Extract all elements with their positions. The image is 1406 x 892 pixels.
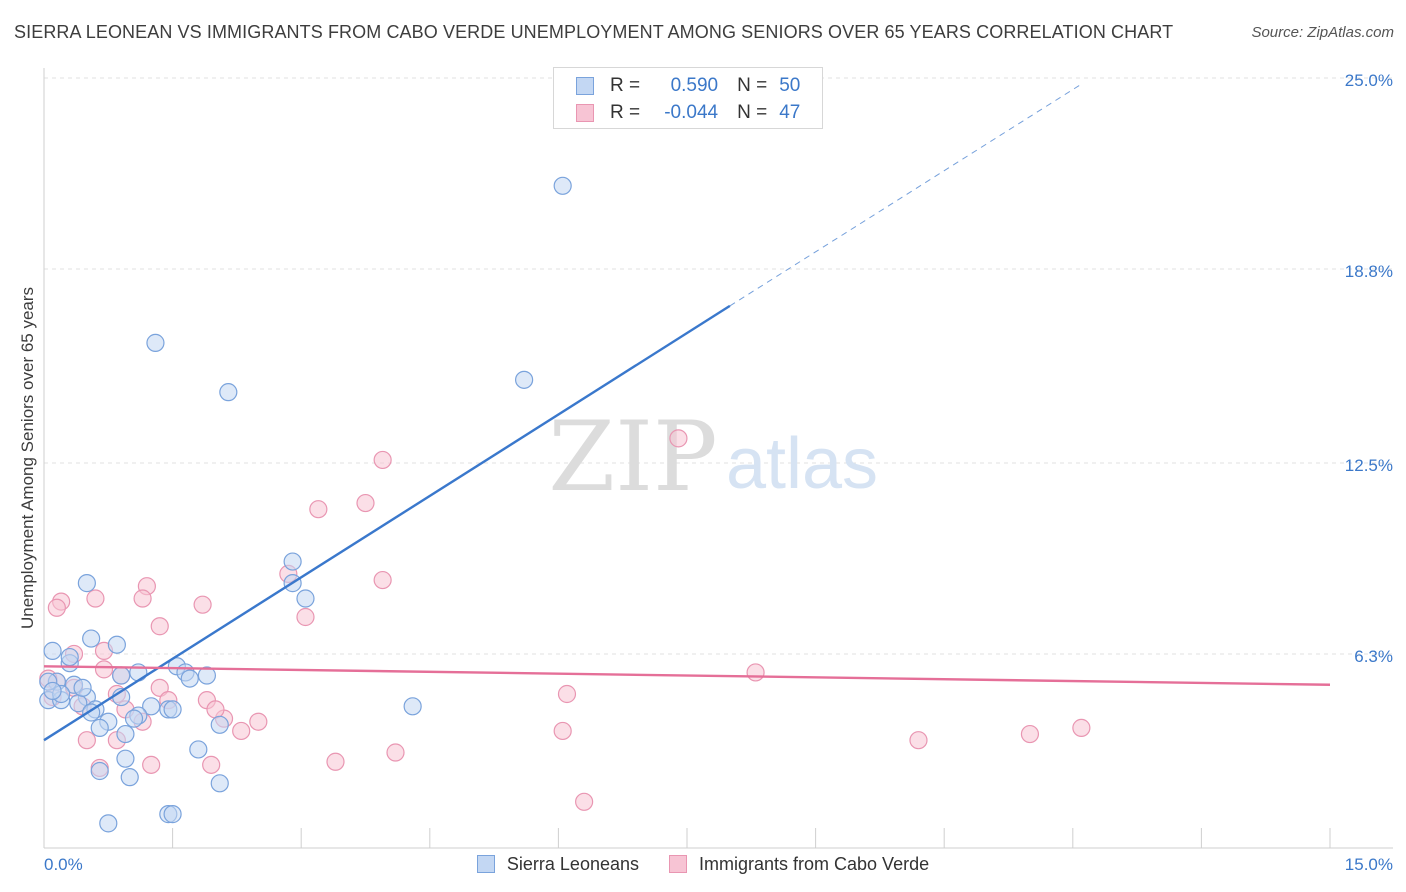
point-sierra-leonean <box>189 740 208 759</box>
legend-item-sierra-leoneans[interactable]: Sierra Leoneans <box>476 853 639 875</box>
point-cabo-verde <box>373 570 392 590</box>
point-sierra-leonean <box>60 647 79 667</box>
x-tick-label-min: 0.0% <box>44 855 83 874</box>
legend-item-cabo-verde[interactable]: Immigrants from Cabo Verde <box>669 854 929 875</box>
point-cabo-verde <box>575 792 594 811</box>
point-sierra-leonean <box>296 589 315 608</box>
point-sierra-leonean <box>82 629 101 648</box>
point-cabo-verde <box>326 752 345 771</box>
point-cabo-verde <box>150 617 169 636</box>
legend-row-cabo-verde: R = -0.044 N = 47 <box>576 101 800 125</box>
point-cabo-verde <box>47 598 66 617</box>
n-value: 50 <box>779 75 801 96</box>
n-label: N = <box>737 102 768 123</box>
point-sierra-leonean <box>210 774 229 793</box>
r-value: 0.590 <box>670 75 719 96</box>
point-sierra-leonean <box>124 709 144 728</box>
point-cabo-verde <box>94 660 114 679</box>
point-cabo-verde <box>386 743 405 762</box>
series-legend: Sierra Leoneans Immigrants from Cabo Ver… <box>0 851 1406 877</box>
point-cabo-verde <box>232 721 251 741</box>
point-cabo-verde <box>669 429 688 448</box>
point-cabo-verde <box>77 731 96 750</box>
point-cabo-verde <box>373 450 392 470</box>
legend-swatch-pink <box>669 855 687 873</box>
point-sierra-leonean <box>116 724 135 744</box>
point-sierra-leonean <box>90 761 109 781</box>
point-cabo-verde <box>206 700 225 719</box>
n-label: N = <box>737 75 768 96</box>
series-sierra-leoneans <box>39 176 572 833</box>
point-sierra-leonean <box>283 552 302 571</box>
point-cabo-verde <box>202 755 221 774</box>
y-tick-label: 18.8% <box>1345 262 1393 281</box>
point-sierra-leonean <box>112 666 131 685</box>
point-sierra-leonean <box>116 749 135 768</box>
trend-line-cabo-verde <box>43 665 1331 686</box>
point-cabo-verde <box>553 721 572 741</box>
trend-lines <box>43 83 1331 742</box>
point-cabo-verde <box>909 731 928 750</box>
point-cabo-verde <box>249 712 268 731</box>
point-cabo-verde <box>86 589 105 608</box>
y-tick-label: 25.0% <box>1345 71 1393 90</box>
r-value: -0.044 <box>664 102 719 123</box>
y-axis-label: Unemployment Among Seniors over 65 years <box>18 286 37 630</box>
point-sierra-leonean <box>180 669 199 688</box>
point-cabo-verde <box>296 607 315 627</box>
point-sierra-leonean <box>163 700 182 719</box>
chart-title: SIERRA LEONEAN VS IMMIGRANTS FROM CABO V… <box>14 22 1174 42</box>
y-tick-label: 12.5% <box>1345 456 1393 475</box>
trend-line-extension <box>729 83 1082 307</box>
point-cabo-verde <box>356 493 375 513</box>
point-sierra-leonean <box>219 383 238 402</box>
point-sierra-leonean <box>142 697 161 716</box>
point-sierra-leonean <box>403 697 422 716</box>
watermark-atlas: atlas <box>726 424 878 504</box>
y-tick-label: 6.3% <box>1354 647 1393 666</box>
point-sierra-leonean <box>163 805 182 824</box>
gridlines <box>44 77 1393 655</box>
legend-label: Sierra Leoneans <box>506 853 639 874</box>
point-sierra-leonean <box>120 768 139 787</box>
point-cabo-verde <box>1020 724 1040 744</box>
r-label: R = <box>610 75 641 96</box>
point-sierra-leonean <box>99 814 118 833</box>
stats-legend: R = 0.590 N = 50 R = -0.044 N = 47 <box>553 67 823 129</box>
x-tick-label-max: 15.0% <box>1345 855 1393 874</box>
point-sierra-leonean <box>197 666 216 685</box>
tick-labels: 6.3% 12.5% 18.8% 25.0% 0.0% 15.0% <box>44 71 1393 874</box>
point-sierra-leonean <box>515 370 534 389</box>
legend-label: Immigrants from Cabo Verde <box>699 853 930 874</box>
point-sierra-leonean <box>90 718 109 737</box>
point-sierra-leonean <box>146 333 165 352</box>
point-sierra-leonean <box>43 641 62 660</box>
point-cabo-verde <box>1072 718 1091 737</box>
point-cabo-verde <box>557 684 577 704</box>
n-value: 47 <box>779 102 801 123</box>
legend-row-sierra-leoneans: R = 0.590 N = 50 <box>576 74 800 98</box>
point-sierra-leonean <box>553 176 572 195</box>
r-label: R = <box>610 102 641 123</box>
point-sierra-leonean <box>43 681 62 701</box>
source-note: Source: ZipAtlas.com <box>1251 24 1394 41</box>
point-cabo-verde <box>746 663 765 682</box>
legend-swatch-blue <box>476 855 495 873</box>
point-sierra-leonean <box>107 635 126 654</box>
point-sierra-leonean <box>77 574 96 593</box>
point-cabo-verde <box>309 500 328 519</box>
point-sierra-leonean <box>210 715 229 734</box>
point-cabo-verde <box>142 755 161 774</box>
axes <box>43 68 1393 849</box>
point-sierra-leonean <box>73 678 92 697</box>
point-cabo-verde <box>150 678 169 697</box>
watermark-zip: ZIP <box>548 401 717 513</box>
point-cabo-verde <box>133 589 152 608</box>
point-cabo-verde <box>193 595 212 614</box>
legend-swatch-blue <box>576 77 594 95</box>
legend-swatch-pink <box>576 104 594 122</box>
